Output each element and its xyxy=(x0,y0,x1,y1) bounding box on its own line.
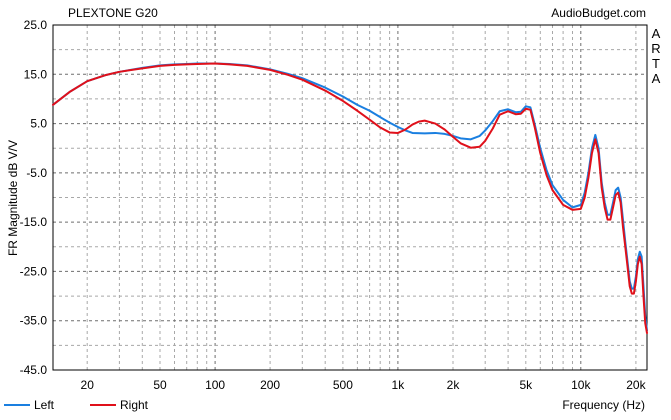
x-tick-labels: 20 50 100 200 500 1k 2k 5k 10k 20k xyxy=(81,378,647,392)
side-label-letter: A xyxy=(652,26,661,41)
x-tick-label: 1k xyxy=(392,378,406,392)
x-tick-label: 10k xyxy=(571,378,591,392)
x-tick-label: 5k xyxy=(519,378,533,392)
grid xyxy=(53,25,647,370)
legend: Left Right xyxy=(4,398,149,412)
y-tick-label: -5.0 xyxy=(26,166,47,180)
plot-frame xyxy=(52,24,648,371)
y-tick-label: -35.0 xyxy=(20,314,48,328)
x-tick-label: 100 xyxy=(205,378,225,392)
x-tick-label: 200 xyxy=(260,378,280,392)
y-tick-label: 5.0 xyxy=(30,117,47,131)
x-tick-label: 20k xyxy=(626,378,646,392)
series-lines xyxy=(52,62,648,335)
side-label-letter: A xyxy=(652,71,661,86)
x-tick-label: 20 xyxy=(81,378,95,392)
legend-label-left: Left xyxy=(34,398,55,412)
y-axis-label: FR Magnitude dB V/V xyxy=(6,140,20,256)
series-line-right xyxy=(52,62,648,335)
side-label-letter: R xyxy=(651,41,660,56)
y-tick-label: -45.0 xyxy=(20,363,48,377)
y-tick-labels: 25.0 15.0 5.0 -5.0 -15.0 -25.0 -35.0 -45.0 xyxy=(20,18,48,377)
y-tick-label: 25.0 xyxy=(24,18,48,32)
watermark-text: AudioBudget.com xyxy=(551,6,646,20)
y-tick-label: -25.0 xyxy=(20,264,48,278)
x-tick-label: 2k xyxy=(447,378,461,392)
x-tick-label: 50 xyxy=(153,378,167,392)
legend-label-right: Right xyxy=(120,398,149,412)
x-axis-label: Frequency (Hz) xyxy=(562,398,645,412)
side-label-letter: T xyxy=(652,56,660,71)
x-tick-label: 500 xyxy=(333,378,353,392)
y-tick-label: -15.0 xyxy=(20,215,48,229)
y-tick-label: 15.0 xyxy=(24,67,48,81)
chart-title: PLEXTONE G20 xyxy=(68,6,158,20)
